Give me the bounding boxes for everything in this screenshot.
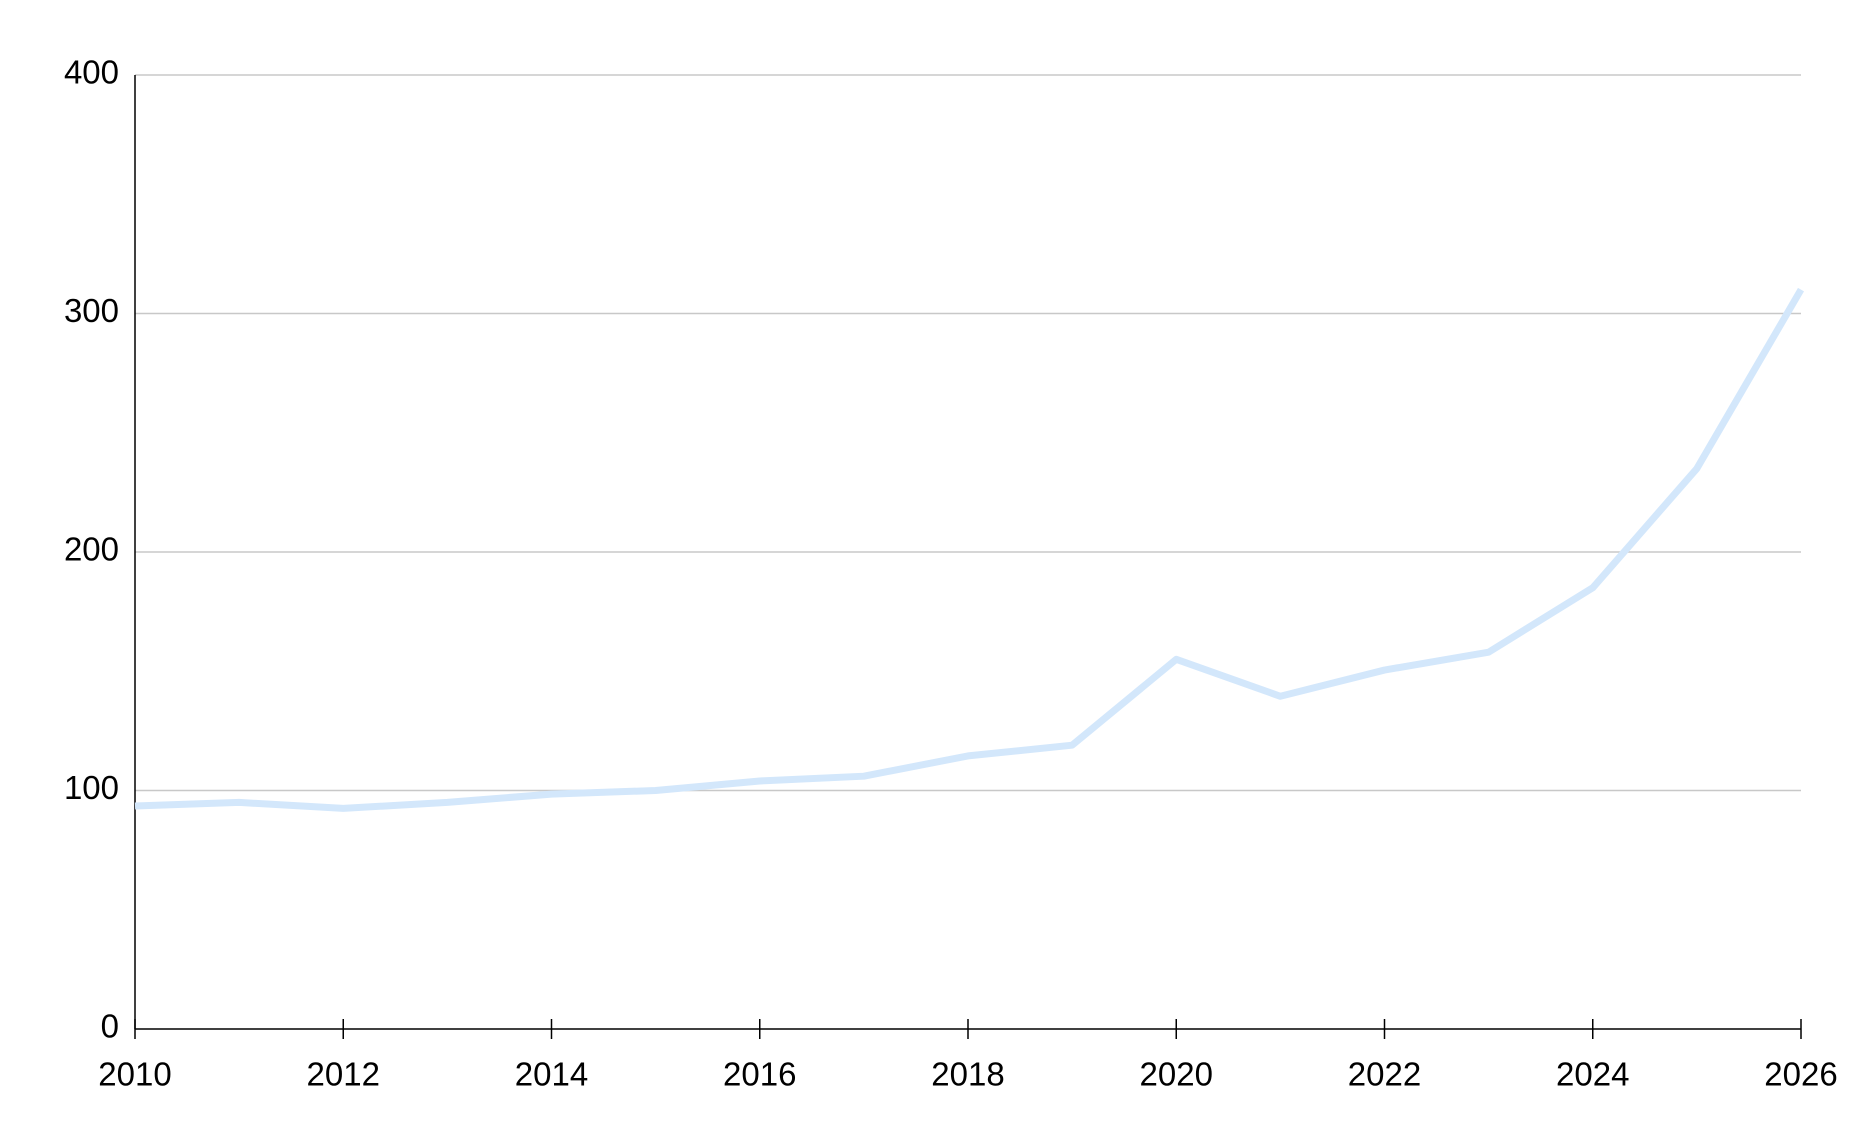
x-tick-label: 2018 xyxy=(931,1056,1004,1093)
x-tick-label: 2026 xyxy=(1764,1056,1837,1093)
x-tick-label: 2022 xyxy=(1348,1056,1421,1093)
x-tick-label: 2014 xyxy=(515,1056,588,1093)
y-tick-label: 0 xyxy=(101,1008,119,1045)
y-tick-label: 200 xyxy=(64,531,119,568)
x-tick-label: 2024 xyxy=(1556,1056,1629,1093)
x-tick-label: 2010 xyxy=(98,1056,171,1093)
line xyxy=(134,287,1805,812)
y-tick-label: 100 xyxy=(64,769,119,806)
x-tick-label: 2012 xyxy=(307,1056,380,1093)
x-tick-label: 2020 xyxy=(1140,1056,1213,1093)
y-tick-label: 400 xyxy=(64,54,119,91)
y-tick-label: 300 xyxy=(64,292,119,329)
x-tick-label: 2016 xyxy=(723,1056,796,1093)
